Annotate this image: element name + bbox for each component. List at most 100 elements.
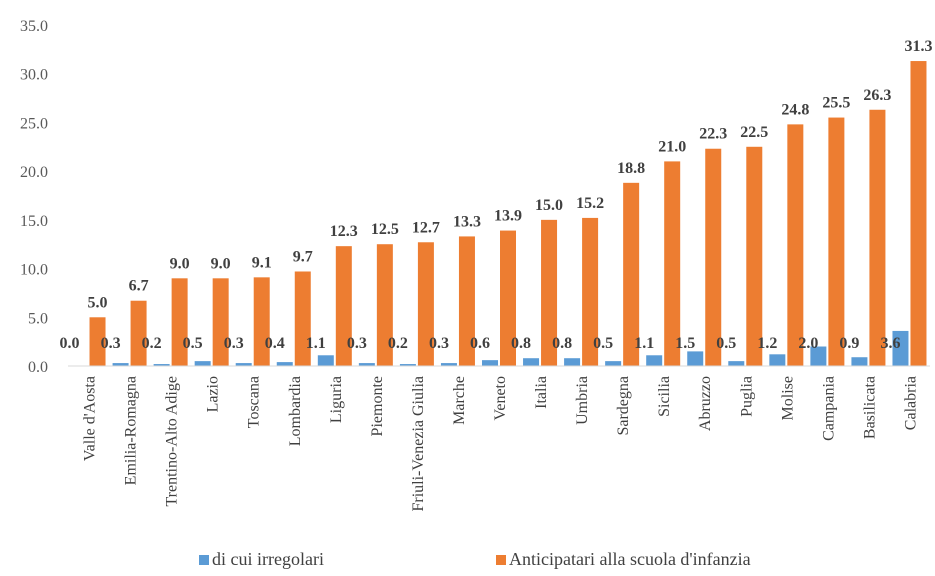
data-label-irregolari: 0.3 [429, 335, 449, 352]
data-label-irregolari: 3.6 [880, 335, 900, 352]
bar-anticipatari [582, 217, 599, 366]
bar-anticipatari [664, 161, 681, 366]
y-tick-label: 35.0 [20, 18, 48, 35]
data-label-irregolari: 0.8 [511, 335, 531, 352]
x-category-label: Liguria [328, 376, 345, 423]
x-category-label: Trentino-Alto Adige [164, 376, 181, 507]
bar-anticipatari [253, 277, 270, 366]
x-category-label: Lazio [205, 376, 222, 412]
bar-anticipatari [746, 146, 763, 366]
data-label-anticipatari: 13.9 [494, 208, 522, 225]
data-label-irregolari: 0.3 [101, 335, 121, 352]
bar-anticipatari [376, 244, 393, 366]
bar-irregolari [482, 360, 498, 366]
bar-anticipatari [417, 242, 434, 366]
x-category-label: Toscana [246, 376, 263, 428]
bar-irregolari [112, 363, 129, 366]
data-label-irregolari: 1.1 [306, 335, 326, 352]
bars: 0.0 5.0 0.3 6.7 0.2 9.0 0.5 9.0 0.3 9.1 0.4 9.7 1.1 1… [60, 38, 932, 367]
bar-anticipatari [787, 124, 804, 367]
data-label-anticipatari: 9.7 [293, 248, 313, 265]
bar-anticipatari [705, 148, 722, 366]
y-tick-label: 20.0 [20, 164, 48, 181]
x-category-label: Abruzzo [697, 376, 714, 431]
data-label-anticipatari: 22.5 [740, 124, 768, 141]
bar-anticipatari [869, 109, 886, 367]
y-tick-label: 0.0 [28, 359, 48, 376]
data-label-anticipatari: 9.1 [252, 254, 272, 271]
bar-irregolari [399, 364, 416, 366]
bar-irregolari [235, 363, 252, 366]
x-category-label: Campania [820, 376, 837, 441]
x-category-label: Veneto [492, 376, 509, 420]
data-label-irregolari: 0.9 [839, 335, 859, 352]
x-category-label: Puglia [738, 376, 755, 417]
bar-irregolari [440, 363, 457, 366]
data-label-irregolari: 0.2 [142, 335, 162, 352]
data-label-anticipatari: 13.3 [453, 213, 481, 230]
bar-irregolari [892, 330, 909, 366]
bar-anticipatari [623, 182, 640, 366]
bar-irregolari [687, 351, 704, 366]
bar-anticipatari [500, 230, 516, 366]
bar-anticipatari [294, 271, 311, 366]
data-label-anticipatari: 12.5 [371, 221, 399, 238]
bar-anticipatari [335, 246, 352, 366]
bar-anticipatari [828, 117, 845, 366]
bar-anticipatari [458, 236, 475, 366]
data-label-anticipatari: 6.7 [129, 278, 149, 295]
data-label-irregolari: 1.5 [675, 335, 695, 352]
x-category-label: Friuli-Venezia Giulia [410, 376, 427, 512]
data-label-anticipatari: 15.2 [576, 195, 604, 212]
y-tick-label: 25.0 [20, 115, 48, 132]
bar-irregolari [851, 357, 868, 366]
data-label-irregolari: 0.0 [60, 335, 80, 352]
data-label-irregolari: 0.8 [552, 335, 572, 352]
data-label-anticipatari: 12.3 [330, 223, 358, 240]
data-label-irregolari: 2.0 [798, 335, 818, 352]
data-label-irregolari: 0.5 [716, 335, 736, 352]
data-label-irregolari: 1.1 [634, 335, 654, 352]
x-category-label: Piemonte [369, 376, 386, 436]
x-category-label: Calabria [902, 376, 919, 430]
x-category-label: Emilia-Romagna [123, 376, 140, 485]
x-category-label: Valle d'Aosta [82, 376, 99, 461]
x-category-label: Lombardia [287, 376, 304, 446]
data-label-irregolari: 0.3 [224, 335, 244, 352]
legend-swatch-anticipatari [496, 555, 506, 565]
bar-irregolari [276, 362, 293, 366]
data-label-anticipatari: 24.8 [781, 101, 809, 118]
bar-anticipatari [910, 61, 927, 366]
bar-irregolari [646, 355, 663, 366]
bar-irregolari [153, 364, 170, 366]
y-axis: 0.0 5.0 10.0 15.0 20.0 25.0 30.0 35.0 [20, 18, 48, 376]
data-label-anticipatari: 5.0 [88, 294, 108, 311]
data-label-anticipatari: 21.0 [658, 138, 686, 155]
data-label-anticipatari: 18.8 [617, 160, 645, 177]
bar-anticipatari [212, 278, 229, 366]
bar-irregolari [523, 358, 540, 366]
bar-anticipatari [130, 300, 147, 366]
y-tick-label: 5.0 [28, 310, 48, 327]
data-label-irregolari: 0.3 [347, 335, 367, 352]
data-label-anticipatari: 31.3 [904, 38, 932, 55]
bar-irregolari [564, 358, 581, 366]
data-label-anticipatari: 25.5 [822, 95, 850, 112]
x-category-label: Marche [451, 376, 468, 425]
data-label-irregolari: 1.2 [757, 335, 777, 352]
y-tick-label: 15.0 [20, 213, 48, 230]
x-category-label: Basilicata [861, 376, 878, 439]
y-tick-label: 10.0 [20, 262, 48, 279]
legend-label-irregolari: di cui irregolari [212, 549, 324, 569]
data-label-irregolari: 0.5 [593, 335, 613, 352]
data-label-anticipatari: 22.3 [699, 126, 727, 143]
data-label-anticipatari: 26.3 [863, 87, 891, 104]
x-category-label: Italia [533, 376, 550, 409]
data-label-anticipatari: 9.0 [170, 255, 190, 272]
data-label-irregolari: 0.6 [470, 335, 490, 352]
bar-anticipatari [89, 317, 106, 366]
legend-label-anticipatari: Anticipatari alla scuola d'infanzia [509, 549, 751, 569]
bar-irregolari [194, 361, 211, 366]
bar-irregolari [605, 361, 622, 366]
